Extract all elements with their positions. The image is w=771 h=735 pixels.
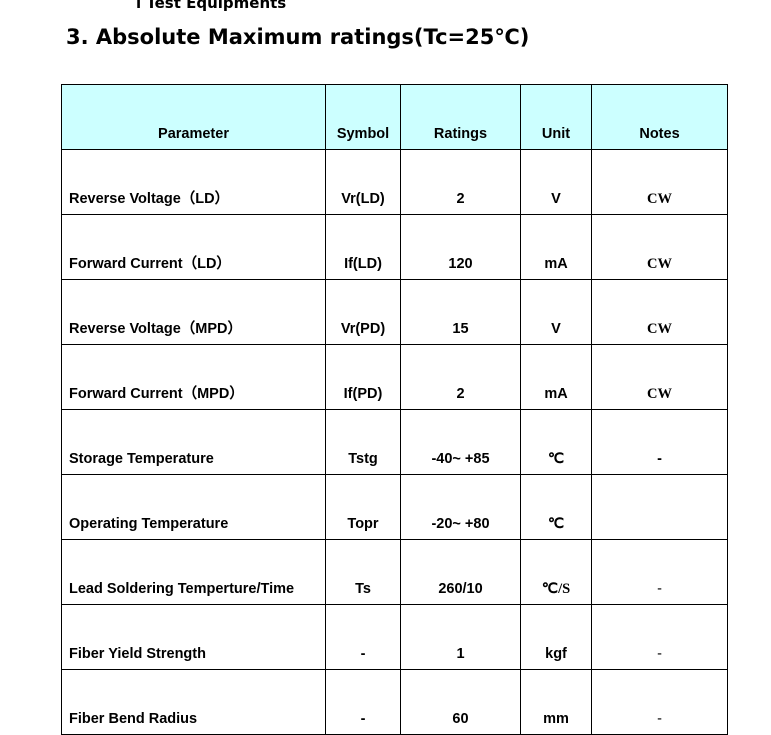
cell-notes: CW	[591, 149, 728, 215]
cell-ratings: 120	[400, 214, 521, 280]
cell-parameter: Reverse Voltage（LD）	[61, 149, 326, 215]
absolute-max-ratings-table: Parameter Symbol Ratings Unit Notes Reverse …	[61, 84, 728, 735]
header-row: Parameter Symbol Ratings Unit Notes	[61, 84, 728, 150]
cell-notes: CW	[591, 214, 728, 280]
cell-symbol: Ts	[325, 539, 401, 605]
cell-unit: ℃	[520, 474, 592, 540]
cell-parameter: Operating Temperature	[61, 474, 326, 540]
cell-notes: -	[591, 604, 728, 670]
cell-unit: mA	[520, 344, 592, 410]
cell-unit: V	[520, 279, 592, 345]
cell-ratings: 260/10	[400, 539, 521, 605]
cell-unit: mA	[520, 214, 592, 280]
cell-parameter: Forward Current（LD）	[61, 214, 326, 280]
table-row: Operating Temperature Topr -20~ +80 ℃	[61, 474, 728, 540]
cell-notes	[591, 474, 728, 540]
section-title: 3. Absolute Maximum ratings(Tc=25℃)	[66, 25, 530, 49]
table-row: Fiber Bend Radius -60 mm -	[61, 669, 728, 735]
cell-ratings: 15	[400, 279, 521, 345]
cell-ratings: -40~ +85	[400, 409, 521, 475]
cell-symbol: Vr(PD)	[325, 279, 401, 345]
cell-notes: -	[591, 669, 728, 735]
cell-parameter: Reverse Voltage（MPD）	[61, 279, 326, 345]
cell-parameter: Storage Temperature	[61, 409, 326, 475]
cell-parameter: Forward Current（MPD）	[61, 344, 326, 410]
cell-symbol: -	[325, 604, 401, 670]
header-symbol: Symbol	[325, 84, 401, 150]
cell-parameter: Fiber Yield Strength	[61, 604, 326, 670]
table-row: Fiber Yield Strength -1 kgf -	[61, 604, 728, 670]
cell-notes: -	[591, 539, 728, 605]
cell-unit: ℃	[520, 409, 592, 475]
header-parameter: Parameter	[61, 84, 326, 150]
cell-unit: mm	[520, 669, 592, 735]
table-row: Reverse Voltage（LD） Vr(LD) 2 V CW	[61, 149, 728, 215]
subheading: l Test Equipments	[136, 0, 287, 12]
cell-ratings: 1	[400, 604, 521, 670]
cell-symbol: Tstg	[325, 409, 401, 475]
cell-ratings: -20~ +80	[400, 474, 521, 540]
cell-unit: kgf	[520, 604, 592, 670]
table-row: Reverse Voltage（MPD） Vr(PD) 15 V CW	[61, 279, 728, 345]
cell-notes: -	[591, 409, 728, 475]
cell-notes: CW	[591, 279, 728, 345]
cell-symbol: If(LD)	[325, 214, 401, 280]
cell-parameter: Lead Soldering Temperture/Time	[61, 539, 326, 605]
cell-symbol: Topr	[325, 474, 401, 540]
cell-ratings: 2	[400, 149, 521, 215]
cell-symbol: -	[325, 669, 401, 735]
cell-symbol: If(PD)	[325, 344, 401, 410]
cell-unit: ℃/S	[520, 539, 592, 605]
cell-ratings: 2	[400, 344, 521, 410]
cell-notes: CW	[591, 344, 728, 410]
cell-unit: V	[520, 149, 592, 215]
table-row: Lead Soldering Temperture/Time Ts 260/10 ℃/…	[61, 539, 728, 605]
header-unit: Unit	[520, 84, 592, 150]
table-row: Forward Current（LD） If(LD) 120 mA CW	[61, 214, 728, 280]
table-row: Storage Temperature Tstg -40~ +85 ℃ -	[61, 409, 728, 475]
table-row: Forward Current（MPD） If(PD) 2 mA CW	[61, 344, 728, 410]
header-notes: Notes	[591, 84, 728, 150]
cell-symbol: Vr(LD)	[325, 149, 401, 215]
header-ratings: Ratings	[400, 84, 521, 150]
cell-parameter: Fiber Bend Radius	[61, 669, 326, 735]
cell-ratings: 60	[400, 669, 521, 735]
